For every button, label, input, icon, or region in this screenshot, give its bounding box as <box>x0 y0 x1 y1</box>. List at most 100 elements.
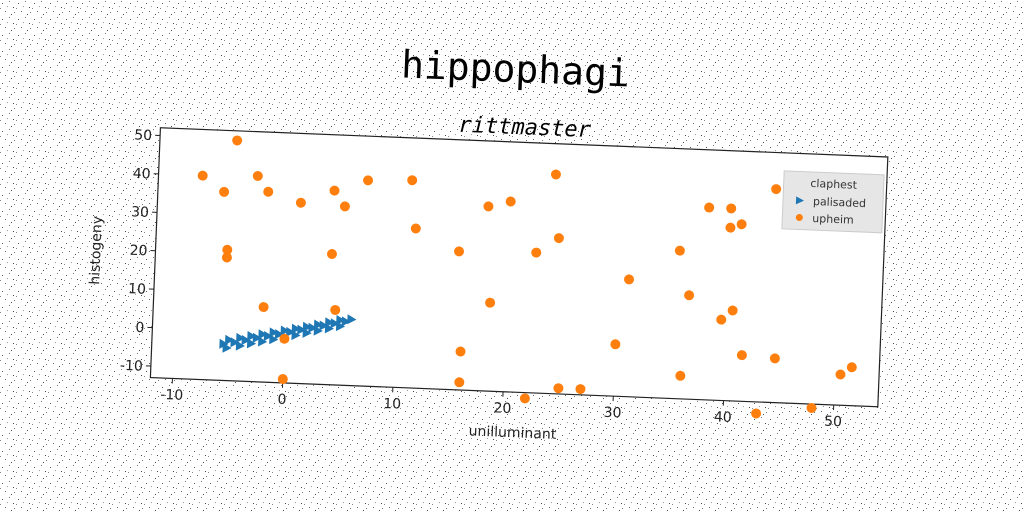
y-axis-label: histogeny <box>87 216 106 285</box>
data-point-palisaded <box>252 332 262 343</box>
data-point-upheim <box>704 202 715 213</box>
data-point-palisaded <box>280 325 290 336</box>
legend-label-palisaded: palisaded <box>813 195 867 210</box>
data-point-upheim <box>835 369 846 380</box>
data-point-upheim <box>483 201 494 212</box>
plot-group: rittmaster -10 0 10 20 30 40 50-1001020304050 … <box>87 113 889 443</box>
legend-label-upheim: upheim <box>812 212 854 227</box>
data-point-palisaded <box>235 340 245 351</box>
data-point-upheim <box>339 201 350 212</box>
plot-area <box>149 127 889 408</box>
data-point-upheim <box>769 353 780 364</box>
data-point-upheim <box>197 170 208 181</box>
data-point-upheim <box>330 304 341 315</box>
data-point-upheim <box>771 184 782 195</box>
y-tick-label: 40 <box>132 166 150 183</box>
data-point-upheim <box>221 252 232 263</box>
data-point-upheim <box>222 244 233 255</box>
data-point-palisaded <box>247 331 257 342</box>
data-point-upheim <box>232 135 243 146</box>
data-point-upheim <box>263 186 274 197</box>
data-point-palisaded <box>286 326 296 337</box>
data-point-upheim <box>277 374 288 385</box>
data-point-upheim <box>610 339 621 350</box>
data-point-upheim <box>806 402 817 413</box>
y-tick-label: 10 <box>128 281 146 298</box>
data-point-palisaded <box>222 342 232 353</box>
data-point-upheim <box>751 408 762 419</box>
data-point-palisaded <box>291 330 301 341</box>
x-tick-label: 0 <box>277 392 287 408</box>
data-point-upheim <box>675 370 686 381</box>
x-tick-label: 20 <box>493 400 511 417</box>
chart-title: hippophagi <box>400 42 630 95</box>
data-point-palisaded <box>347 314 357 325</box>
data-point-upheim <box>550 169 561 180</box>
data-point-upheim <box>485 297 496 308</box>
data-point-upheim <box>727 305 738 316</box>
data-point-palisaded <box>263 330 273 341</box>
data-point-upheim <box>258 302 269 313</box>
data-point-upheim <box>716 314 727 325</box>
axis-ticks: -10 0 10 20 30 40 50 -10 0 10 20 30 40 50 <box>120 127 843 431</box>
data-point-palisaded <box>246 338 257 349</box>
legend-marker-upheim <box>795 213 803 221</box>
data-point-upheim <box>674 245 685 256</box>
data-point-palisaded <box>291 323 301 334</box>
data-point-upheim <box>736 350 747 361</box>
data-point-palisaded <box>302 321 312 332</box>
data-point-upheim <box>455 346 466 357</box>
data-point-palisaded <box>325 317 335 328</box>
data-point-palisaded <box>308 322 318 333</box>
data-point-upheim <box>363 175 374 186</box>
data-point-upheim <box>454 246 465 257</box>
chart-subtitle: rittmaster <box>458 113 592 143</box>
y-tick-label: 0 <box>135 320 145 336</box>
data-point-palisaded <box>224 334 235 345</box>
data-point-upheim <box>553 233 564 244</box>
data-point-upheim <box>252 170 263 181</box>
data-point-upheim <box>454 377 465 388</box>
data-point-palisaded <box>274 329 285 340</box>
data-point-upheim <box>505 196 516 207</box>
x-tick-label: -10 <box>160 387 183 404</box>
data-point-palisaded <box>269 334 279 345</box>
data-point-upheim <box>329 185 340 196</box>
y-tick-label: 20 <box>129 243 147 260</box>
legend-box <box>781 170 885 234</box>
y-tick-label: -10 <box>120 358 143 375</box>
data-point-upheim <box>553 383 564 394</box>
data-point-upheim <box>575 384 586 395</box>
legend: claphest palisaded upheim <box>781 170 885 234</box>
x-tick-label: 10 <box>383 396 401 413</box>
data-point-upheim <box>726 203 737 214</box>
data-point-palisaded <box>330 318 340 329</box>
data-point-upheim <box>725 222 736 233</box>
data-point-upheim <box>846 362 857 373</box>
data-point-upheim <box>684 290 695 301</box>
data-point-palisaded <box>336 314 346 325</box>
data-point-upheim <box>624 274 635 285</box>
data-point-upheim <box>295 197 306 208</box>
data-point-upheim <box>407 175 418 186</box>
y-tick-label: 50 <box>134 127 152 144</box>
x-tick-label: 40 <box>714 409 732 426</box>
data-point-palisaded <box>258 329 268 340</box>
data-point-upheim <box>736 219 747 230</box>
data-point-upheim <box>410 223 421 234</box>
data-point-upheim <box>326 248 337 259</box>
y-tick-label: 30 <box>131 204 149 221</box>
x-tick-label: 50 <box>824 414 842 431</box>
data-point-palisaded <box>341 316 351 327</box>
data-marks <box>197 135 857 419</box>
data-point-palisaded <box>319 320 329 331</box>
data-point-palisaded <box>236 332 246 343</box>
data-point-upheim <box>519 393 530 404</box>
data-point-upheim <box>279 333 290 344</box>
data-point-palisaded <box>269 327 279 338</box>
legend-marker-palisaded <box>795 196 805 205</box>
x-tick-label: 30 <box>603 405 621 422</box>
x-axis-label: unilluminant <box>468 423 557 443</box>
data-point-palisaded <box>297 324 307 335</box>
